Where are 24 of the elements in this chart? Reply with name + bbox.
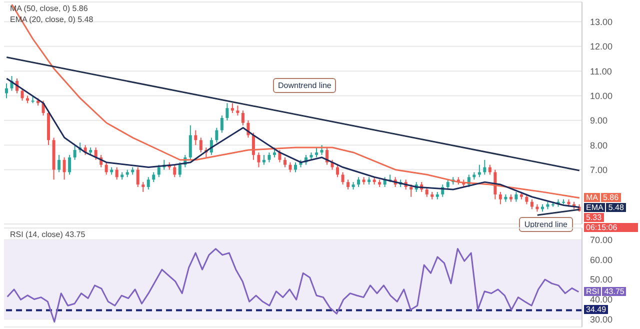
series-label: Uptrend line [519,217,572,232]
text: 43.75 [602,286,626,296]
y-tick-label: 70.00 [590,235,613,246]
y-tick-label: 8.00 [590,140,608,150]
text: 5.86 [601,192,621,202]
annotation: RSI (14, close) 43.75 [9,230,86,239]
y-tick-label: 9.00 [590,116,608,126]
y-tick-label: 60.00 [590,254,613,265]
y-tick-label: 7.00 [590,164,608,175]
y-tick-label: 40.00 [590,294,613,304]
ref-line-label: 34.49 [584,305,608,314]
text: 5.48 [606,202,626,212]
y-tick-label: 50.00 [590,274,613,285]
y-tick-label: 30.00 [590,314,613,324]
y-tick-label: 10.00 [590,90,613,101]
text: 5.33 [584,212,604,222]
legend-label: RSI [584,286,602,296]
y-tick-label: 13.00 [590,16,613,27]
legend-label: EMA [584,202,606,212]
y-tick-label: 12.00 [590,42,613,52]
y-tick-label: 11.00 [590,66,612,76]
text: Downtrend line [273,78,336,93]
text: 06:15:06 [584,222,638,232]
legend-label: MA [584,192,600,202]
